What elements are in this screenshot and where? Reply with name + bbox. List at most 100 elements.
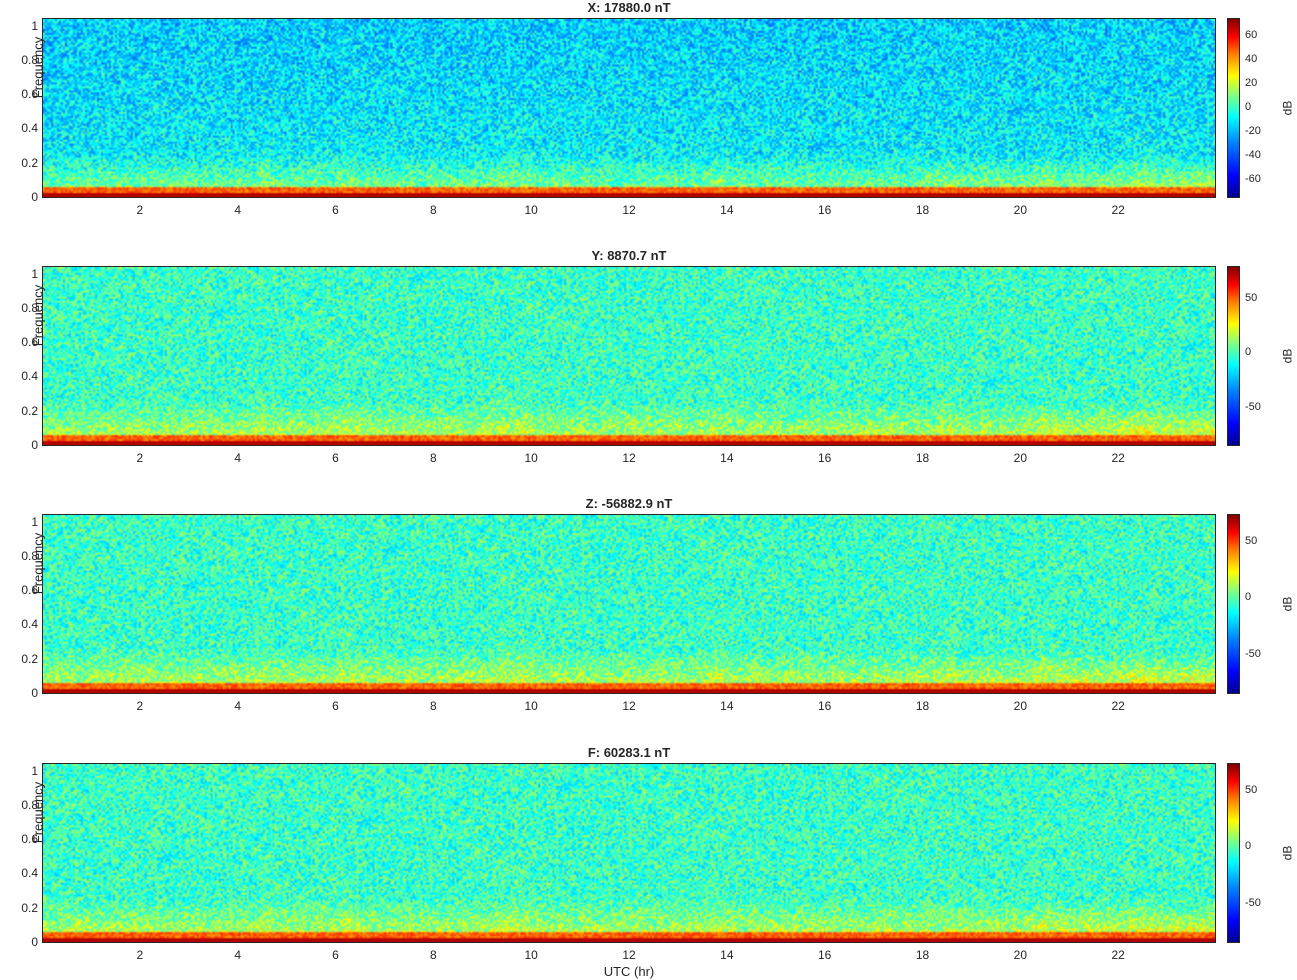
colorbar-tick-label: -50 [1245,647,1261,660]
x-axis-label: UTC (hr) [603,964,655,979]
x-tick-label: 10 [524,203,538,217]
colorbar-label: dB [1280,100,1295,116]
colorbar-tick-label: -50 [1245,896,1261,909]
x-tick-label: 20 [1013,699,1027,713]
y-tick-label: 0 [31,438,38,452]
y-tick-label: 0.8 [21,52,38,67]
x-tick-label: 14 [720,203,734,217]
x-tick-label: 18 [915,948,930,962]
x-tick-label: 8 [429,699,437,713]
y-tick-label: 1 [31,514,38,529]
colorbar [1227,18,1240,198]
x-tick-label: 12 [622,699,636,713]
spectrogram-panel-z: Z: -56882.9 nT Frequency 0 0.2 0.4 0.6 0.8 1 … [0,496,1297,744]
y-tick-label: 0.6 [21,87,38,102]
x-tick-label: 16 [817,699,832,713]
chart-title: Z: -56882.9 nT [585,496,673,511]
colorbar-tick-label: 20 [1245,77,1258,89]
y-tick-label: 0.4 [21,866,38,881]
colorbar [1227,763,1240,943]
y-tick-label: 0.8 [21,548,38,563]
y-tick-label: 0.6 [21,583,38,598]
x-tick-label: 6 [332,451,339,465]
x-tick-label: 14 [720,948,734,962]
y-tick-label: 0 [31,686,38,700]
y-tick-label: 0.8 [21,797,38,812]
colorbar-tick-label: -50 [1245,400,1261,413]
colorbar-tick-label: 50 [1245,535,1258,548]
x-tick-label: 12 [622,451,636,465]
colorbar-label: dB [1280,845,1295,861]
y-tick-label: 0 [31,190,38,204]
x-tick-label: 4 [234,948,241,962]
y-tick-label: 0.8 [21,300,38,315]
colorbar-tick-label: 50 [1245,784,1258,797]
y-tick-label: 0.4 [21,121,38,136]
spectrogram-heatmap [43,267,1215,445]
x-tick-label: 20 [1013,948,1027,962]
x-tick-label: 22 [1111,203,1125,217]
y-tick-label: 1 [31,266,38,281]
y-tick-label: 0.2 [21,403,38,418]
x-tick-label: 16 [817,203,832,217]
chart-title: X: 17880.0 nT [587,0,671,15]
x-tick-label: 22 [1111,451,1125,465]
x-tick-label: 16 [817,451,832,465]
spectrogram-plot [42,18,1216,198]
x-tick-label: 18 [915,451,930,465]
x-tick-label: 4 [234,203,241,217]
spectrogram-plot [42,266,1216,446]
y-tick-label: 0.2 [21,900,38,915]
y-tick-label: 0.4 [21,617,38,632]
spectrogram-plot [42,514,1216,694]
y-tick-label: 0.2 [21,651,38,666]
y-tick-label: 1 [31,763,38,778]
y-tick-label: 0.2 [21,155,38,170]
x-tick-label: 4 [234,699,241,713]
y-tick-label: 0.6 [21,832,38,847]
colorbar-tick-label: 0 [1245,101,1252,113]
x-tick-label: 10 [524,699,538,713]
chart-title: Y: 8870.7 nT [591,248,667,263]
colorbar-tick-label: -20 [1245,125,1261,137]
x-tick-label: 20 [1013,451,1027,465]
x-tick-label: 6 [332,948,339,962]
x-tick-label: 8 [429,948,437,962]
colorbar-tick-label: -40 [1245,149,1261,161]
x-tick-label: 18 [915,203,930,217]
x-tick-label: 2 [136,948,144,962]
y-tick-label: 0.6 [21,335,38,350]
y-tick-label: 0.4 [21,369,38,384]
colorbar-label: dB [1280,596,1295,612]
x-tick-label: 8 [429,203,437,217]
colorbar-tick-label: 60 [1245,29,1258,41]
colorbar [1227,266,1240,446]
x-tick-label: 20 [1013,203,1027,217]
spectrogram-heatmap [43,19,1215,197]
x-tick-label: 2 [136,203,144,217]
colorbar-tick-label: 0 [1245,346,1252,359]
spectrogram-panel-x: X: 17880.0 nT Frequency 0 0.2 0.4 0.6 0.8 1 2… [0,0,1297,248]
spectrogram-panel-f: F: 60283.1 nT Frequency 0 0.2 0.4 0.6 0.8 1 2… [0,745,1297,965]
x-tick-label: 14 [720,699,734,713]
colorbar [1227,514,1240,694]
x-tick-label: 22 [1111,699,1125,713]
chart-title: F: 60283.1 nT [587,745,671,760]
y-tick-label: 1 [31,18,38,33]
x-tick-label: 6 [332,203,339,217]
x-tick-label: 8 [429,451,437,465]
x-tick-label: 12 [622,948,636,962]
x-tick-label: 22 [1111,948,1125,962]
x-tick-label: 2 [136,451,144,465]
colorbar-tick-label: 50 [1245,291,1258,304]
x-tick-label: 16 [817,948,832,962]
x-tick-label: 14 [720,451,734,465]
spectrogram-heatmap [43,515,1215,693]
colorbar-tick-label: 40 [1245,53,1258,65]
colorbar-label: dB [1280,348,1295,364]
x-tick-label: 18 [915,699,930,713]
x-tick-label: 10 [524,451,538,465]
y-tick-label: 0 [31,935,38,949]
colorbar-tick-label: 0 [1245,591,1252,604]
spectrogram-heatmap [43,764,1215,942]
